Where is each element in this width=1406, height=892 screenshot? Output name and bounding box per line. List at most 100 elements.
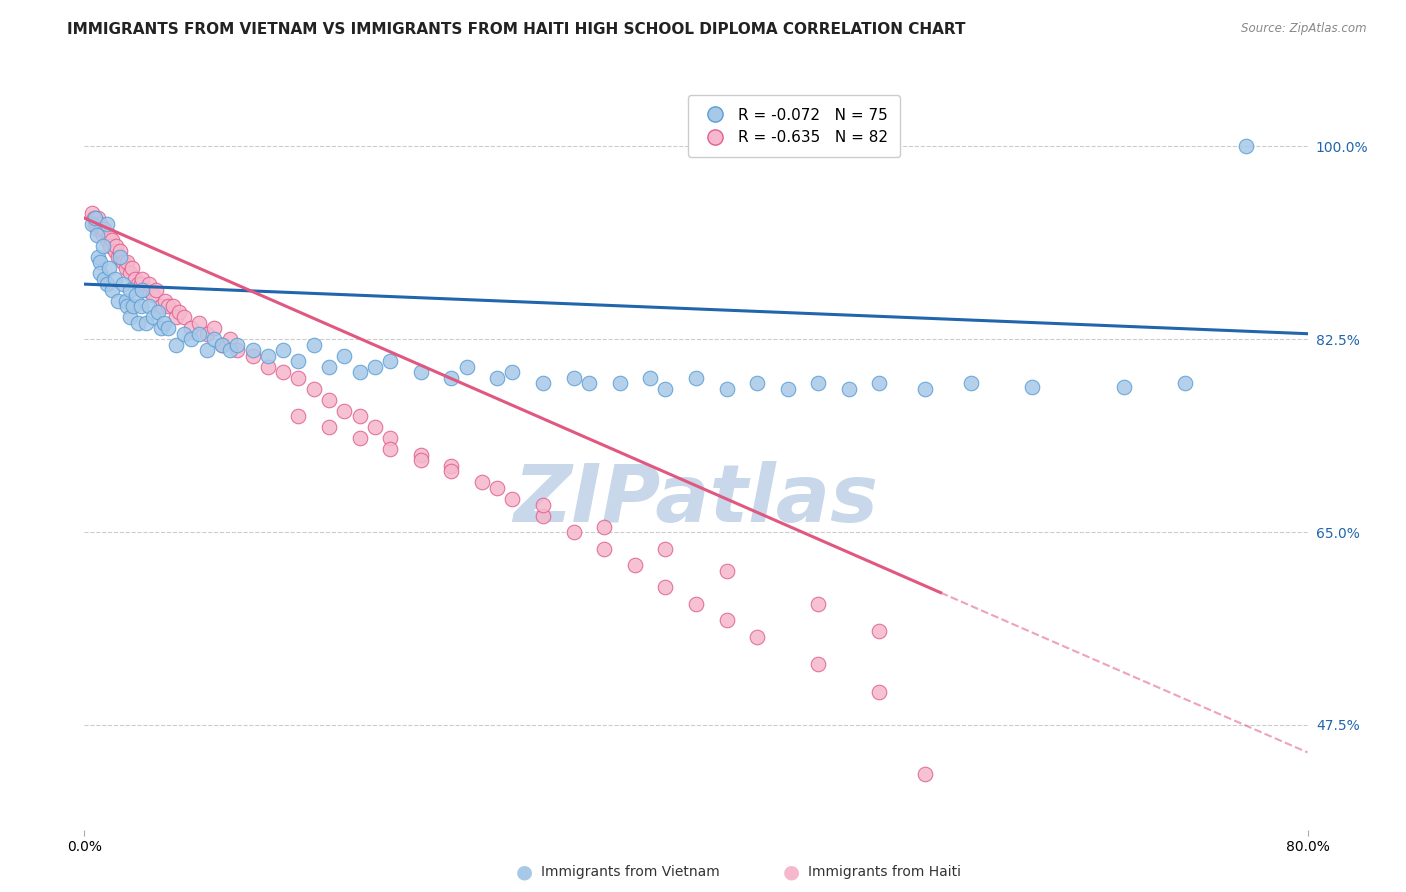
Legend: R = -0.072   N = 75, R = -0.635   N = 82: R = -0.072 N = 75, R = -0.635 N = 82 <box>688 95 900 158</box>
Point <box>131 283 153 297</box>
Point <box>531 376 554 391</box>
Point <box>440 371 463 385</box>
Point <box>654 541 676 556</box>
Point <box>456 359 478 374</box>
Point <box>96 217 118 231</box>
Point <box>869 624 891 639</box>
Point <box>115 299 138 313</box>
Point <box>108 244 131 258</box>
Point <box>440 465 463 479</box>
Point <box>111 277 134 292</box>
Point <box>129 277 152 292</box>
Point <box>349 431 371 445</box>
Text: Immigrants from Vietnam: Immigrants from Vietnam <box>541 865 720 880</box>
Point <box>127 277 149 292</box>
Point <box>502 491 524 506</box>
Point <box>149 321 172 335</box>
Point <box>89 266 111 280</box>
Point <box>120 310 142 325</box>
Point <box>1021 379 1043 393</box>
Point <box>226 343 249 358</box>
Point <box>409 453 432 467</box>
Point <box>83 211 105 225</box>
Point <box>202 332 225 346</box>
Point <box>188 326 211 341</box>
Point <box>188 316 211 330</box>
Point <box>86 227 108 242</box>
Point <box>90 222 112 236</box>
Point <box>654 580 676 594</box>
Point <box>135 283 157 297</box>
Point <box>84 211 107 225</box>
Point <box>287 354 309 368</box>
Point <box>124 271 146 285</box>
Point <box>333 349 356 363</box>
Point <box>107 293 129 308</box>
Point <box>155 293 177 308</box>
Point <box>609 376 631 391</box>
Point <box>380 354 402 368</box>
Point <box>127 316 149 330</box>
Point <box>1236 139 1258 153</box>
Point <box>287 409 309 424</box>
Text: ZIPatlas: ZIPatlas <box>513 461 879 539</box>
Point <box>685 371 707 385</box>
Point <box>914 382 936 396</box>
Point <box>121 260 143 275</box>
Point <box>165 337 187 351</box>
Point <box>114 260 136 275</box>
Point <box>302 337 325 351</box>
Point <box>716 382 738 396</box>
Point <box>173 310 195 325</box>
Point <box>271 365 294 379</box>
Point <box>271 343 294 358</box>
Point <box>93 222 115 236</box>
Point <box>287 371 309 385</box>
Point <box>486 481 509 495</box>
Point <box>101 283 124 297</box>
Point <box>125 288 148 302</box>
Point <box>380 431 402 445</box>
Point <box>91 238 114 252</box>
Point <box>195 326 218 341</box>
Point <box>914 767 936 781</box>
Point <box>562 524 585 539</box>
Point <box>157 299 180 313</box>
Point <box>142 288 165 302</box>
Point <box>960 376 983 391</box>
Point <box>149 299 172 313</box>
Point <box>80 205 103 219</box>
Point <box>242 343 264 358</box>
Point <box>165 310 187 325</box>
Point <box>111 255 134 269</box>
Point <box>716 564 738 578</box>
Point <box>562 371 585 385</box>
Text: Source: ZipAtlas.com: Source: ZipAtlas.com <box>1241 22 1367 36</box>
Point <box>173 326 195 341</box>
Point <box>242 349 264 363</box>
Point <box>364 359 387 374</box>
Point <box>87 211 110 225</box>
Point <box>471 475 494 490</box>
Point <box>114 293 136 308</box>
Point <box>624 558 647 573</box>
Text: ●: ● <box>783 863 800 882</box>
Point <box>138 277 160 292</box>
Point <box>80 217 103 231</box>
Point <box>1174 376 1197 391</box>
Point <box>578 376 600 391</box>
Point <box>93 271 115 285</box>
Point <box>162 299 184 313</box>
Text: IMMIGRANTS FROM VIETNAM VS IMMIGRANTS FROM HAITI HIGH SCHOOL DIPLOMA CORRELATION: IMMIGRANTS FROM VIETNAM VS IMMIGRANTS FR… <box>67 22 966 37</box>
Point <box>167 304 190 318</box>
Point <box>86 222 108 236</box>
Point <box>135 316 157 330</box>
Point <box>211 337 233 351</box>
Point <box>380 442 402 457</box>
Point <box>409 448 432 462</box>
Point <box>122 299 145 313</box>
Point <box>96 277 118 292</box>
Point <box>146 304 169 318</box>
Point <box>145 283 167 297</box>
Point <box>776 382 799 396</box>
